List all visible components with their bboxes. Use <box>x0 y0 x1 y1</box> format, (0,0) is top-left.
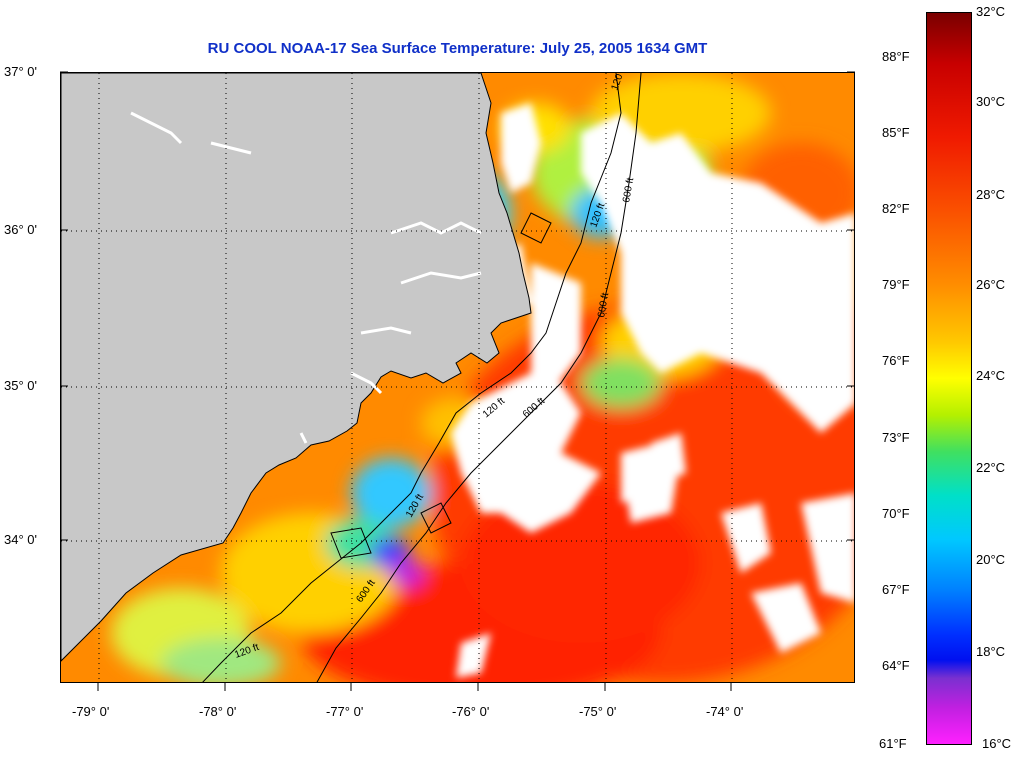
colorbar-c-label: 18°C <box>976 644 1006 659</box>
sst-map[interactable]: 120 ft 600 ft 120 ft 600 ft 120 ft 600 f… <box>60 72 855 683</box>
lon-label-75: -75° 0' <box>579 704 617 719</box>
colorbar-f-label: 79°F <box>882 277 910 292</box>
lon-label-76: -76° 0' <box>452 704 490 719</box>
colorbar-c-label: 32°C <box>976 4 1006 19</box>
graticule <box>61 73 854 682</box>
colorbar-f-label: 64°F <box>882 658 910 673</box>
cloud-mask <box>201 103 854 678</box>
colorbar-c-label: 24°C <box>976 368 1006 383</box>
colorbar-c-label: 26°C <box>976 277 1006 292</box>
inland-waters <box>130 111 482 444</box>
colorbar-f-label: 82°F <box>882 201 910 216</box>
sst-map-canvas: 120 ft 600 ft 120 ft 600 ft 120 ft 600 f… <box>61 73 854 682</box>
map-title: RU COOL NOAA-17 Sea Surface Temperature:… <box>207 40 708 57</box>
lon-label-78: -78° 0' <box>199 704 237 719</box>
colorbar-f-label: 73°F <box>882 430 910 445</box>
bathymetry-contours <box>202 73 642 682</box>
lon-label-77: -77° 0' <box>326 704 364 719</box>
colorbar-f-label: 61°F <box>879 736 907 751</box>
temperature-colorbar <box>926 12 972 745</box>
contour-label: 600 ft <box>596 292 611 319</box>
lat-label-35: 35° 0' <box>4 378 37 393</box>
colorbar-f-label: 70°F <box>882 506 910 521</box>
colorbar-c-label: 22°C <box>976 460 1006 475</box>
lon-label-74: -74° 0' <box>706 704 744 719</box>
colorbar-f-label: 85°F <box>882 125 910 140</box>
colorbar-c-label: 30°C <box>976 94 1006 109</box>
colorbar-c-label: 20°C <box>976 552 1006 567</box>
land-mass <box>61 73 532 662</box>
lon-label-79: -79° 0' <box>72 704 110 719</box>
colorbar-f-label: 88°F <box>882 49 910 64</box>
colorbar-f-label: 76°F <box>882 353 910 368</box>
lat-label-34: 34° 0' <box>4 532 37 547</box>
colorbar-c-label: 28°C <box>976 187 1006 202</box>
lat-label-37: 37° 0' <box>4 64 37 79</box>
colorbar-c-label: 16°C <box>982 736 1012 751</box>
colorbar-f-label: 67°F <box>882 582 910 597</box>
contour-label: 600 ft <box>621 177 636 204</box>
lat-label-36: 36° 0' <box>4 222 37 237</box>
